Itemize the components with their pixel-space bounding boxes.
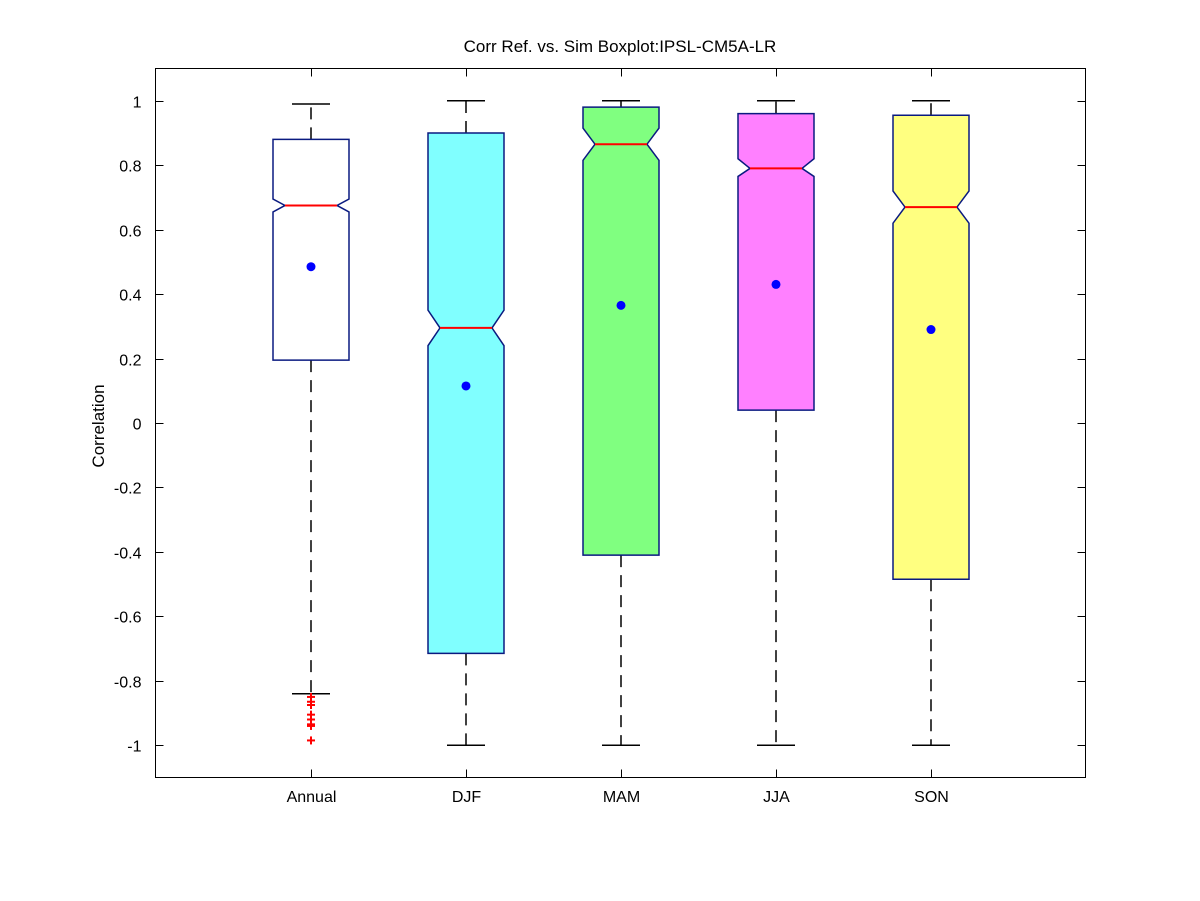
y-tick-label: -0.2 bbox=[114, 481, 142, 498]
y-tick-label: 0 bbox=[133, 417, 142, 434]
y-tick-label: -1 bbox=[127, 739, 141, 756]
box-mam bbox=[582, 99, 660, 747]
x-axis: Annual DJF MAM JJA SON bbox=[287, 68, 949, 806]
y-axis-label: Correlation bbox=[89, 384, 108, 467]
y-tick-label: -0.6 bbox=[114, 610, 142, 627]
box-son bbox=[892, 99, 970, 747]
x-tick-label: DJF bbox=[452, 789, 482, 806]
y-tick-label: 0.2 bbox=[119, 353, 141, 370]
y-tick-label: 0.6 bbox=[119, 224, 141, 241]
notched-box bbox=[892, 114, 970, 581]
mean-marker bbox=[926, 325, 936, 335]
outlier-marker bbox=[307, 736, 315, 745]
notched-box bbox=[582, 106, 660, 556]
y-tick-label: 0.4 bbox=[119, 288, 141, 305]
y-axis: 1 0.8 0.6 0.4 0.2 0 -0.2 -0.4 -0.6 -0.8 -1 bbox=[114, 95, 1086, 756]
outlier-marker bbox=[307, 700, 315, 709]
y-tick-label: 0.8 bbox=[119, 159, 141, 176]
notched-box bbox=[272, 138, 350, 361]
chart-title: Corr Ref. vs. Sim Boxplot:IPSL-CM5A-LR bbox=[464, 37, 777, 56]
mean-marker bbox=[616, 300, 626, 310]
mean-marker bbox=[306, 262, 316, 272]
box-jja bbox=[737, 99, 815, 747]
x-tick-label: Annual bbox=[287, 789, 337, 806]
mean-marker bbox=[771, 279, 781, 289]
outlier-marker bbox=[307, 721, 315, 730]
y-tick-label: -0.8 bbox=[114, 675, 142, 692]
x-tick-label: MAM bbox=[603, 789, 640, 806]
mean-marker bbox=[461, 381, 471, 391]
box-annual bbox=[272, 103, 350, 745]
x-tick-label: JJA bbox=[763, 789, 790, 806]
x-tick-label: SON bbox=[914, 789, 949, 806]
y-tick-label: -0.4 bbox=[114, 546, 142, 563]
notched-box bbox=[737, 112, 815, 411]
box-djf bbox=[427, 99, 505, 747]
box-series bbox=[272, 99, 970, 747]
y-tick-label: 1 bbox=[133, 95, 142, 112]
notched-box bbox=[427, 132, 505, 655]
